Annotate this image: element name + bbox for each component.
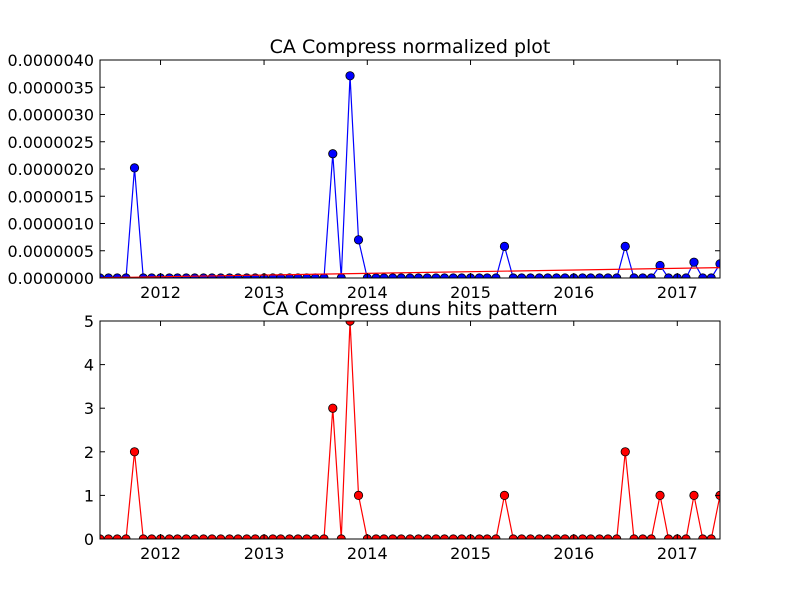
duns-hits-data-point xyxy=(353,490,364,500)
chart-title-duns-hits: CA Compress duns hits pattern xyxy=(262,298,557,320)
normalized-trend-line xyxy=(100,267,720,278)
y-tick-label: 5 xyxy=(84,312,94,331)
y-tick-label: 0.0000020 xyxy=(7,160,94,179)
normalized-data-point xyxy=(129,163,140,173)
normalized-data-point xyxy=(328,149,338,159)
x-tick-label: 2013 xyxy=(244,544,285,563)
normalized-data-point xyxy=(353,235,364,245)
x-tick-label: 2014 xyxy=(347,544,388,563)
y-tick-label: 0.0000030 xyxy=(7,106,94,125)
y-tick-label: 0.0000025 xyxy=(7,133,94,152)
duns-hits-data-point xyxy=(655,490,665,500)
x-tick-label: 2013 xyxy=(244,283,285,302)
duns-hits-data-point xyxy=(499,490,510,500)
normalized-plot-panel: CA Compress normalized plot 0.00000000.0… xyxy=(7,36,721,302)
x-tick-label: 2012 xyxy=(140,283,181,302)
x-tick-label: 2016 xyxy=(553,544,594,563)
duns-hits-ticks: 0 1 2 3 4 5 2012 2013 2014 2015 2016 2017 xyxy=(84,312,720,563)
x-tick-label: 2014 xyxy=(347,283,388,302)
y-tick-label: 0 xyxy=(84,530,94,549)
duns-hits-data-point xyxy=(328,403,338,413)
normalized-data-point xyxy=(345,71,355,81)
normalized-data-point xyxy=(655,260,665,271)
normalized-data-point xyxy=(499,241,510,251)
y-tick-label: 0.0000005 xyxy=(7,242,94,261)
y-tick-label: 1 xyxy=(84,486,94,505)
x-tick-label: 2016 xyxy=(553,283,594,302)
duns-hits-data-point xyxy=(345,321,355,326)
x-tick-label: 2017 xyxy=(657,283,698,302)
y-tick-label: 0.0000035 xyxy=(7,78,94,97)
y-tick-label: 0.0000040 xyxy=(7,51,94,70)
duns-hits-data-point xyxy=(129,447,140,457)
y-tick-label: 2 xyxy=(84,443,94,462)
y-tick-label: 0.0000000 xyxy=(7,269,94,288)
y-tick-label: 0.0000010 xyxy=(7,215,94,234)
duns-hits-axes-frame xyxy=(99,320,721,540)
normalized-data-point xyxy=(620,241,630,251)
y-tick-label: 0.0000015 xyxy=(7,187,94,206)
duns-hits-data-point xyxy=(689,490,699,500)
chart-title-normalized: CA Compress normalized plot xyxy=(270,36,551,58)
normalized-data-point xyxy=(689,257,699,267)
y-tick-label: 3 xyxy=(84,399,94,418)
x-tick-label: 2015 xyxy=(450,544,491,563)
duns-hits-data-point xyxy=(620,447,630,457)
normalized-plot-ticks: 0.0000000 0.0000005 0.0000010 0.0000015 0.00… xyxy=(7,51,720,302)
x-tick-label: 2015 xyxy=(450,283,491,302)
x-tick-label: 2017 xyxy=(657,544,698,563)
x-tick-label: 2012 xyxy=(140,544,181,563)
duns-hits-panel: CA Compress duns hits pattern 0 1 2 3 4 5 2012… xyxy=(84,298,721,563)
y-tick-label: 4 xyxy=(84,356,94,375)
